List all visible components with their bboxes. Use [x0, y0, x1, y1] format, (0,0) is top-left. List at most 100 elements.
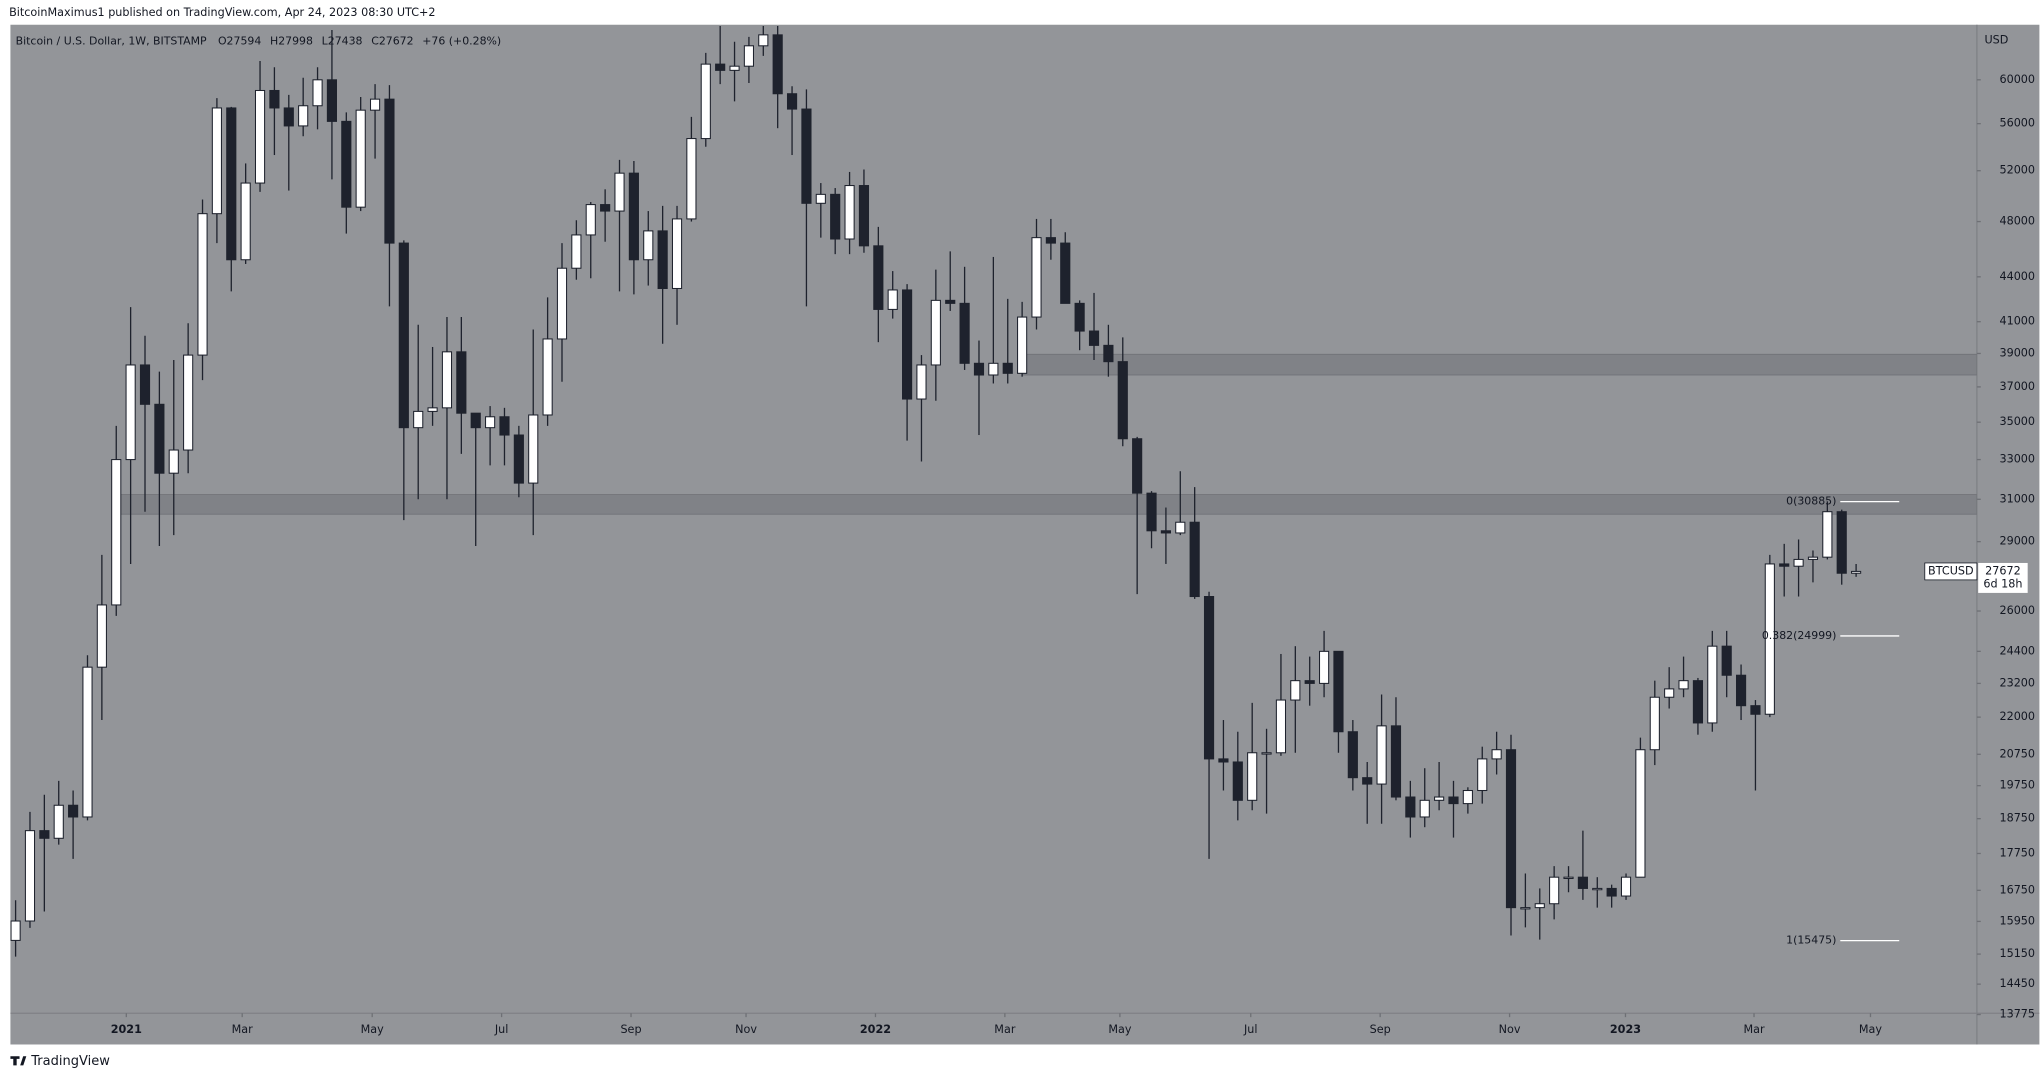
- candle-body: [1505, 749, 1517, 909]
- candle-body: [1606, 887, 1617, 897]
- candle-body: [729, 65, 740, 71]
- candle-body: [240, 182, 251, 261]
- y-tick-label: 15950: [1999, 914, 2035, 927]
- candle-body: [1247, 752, 1258, 801]
- candle-body: [1146, 492, 1157, 532]
- resistance-zone: [1021, 353, 1977, 376]
- candle-body: [1822, 511, 1833, 558]
- candle-body: [24, 830, 36, 922]
- candle-body: [1290, 680, 1301, 701]
- candle-body: [1088, 330, 1100, 346]
- x-tick-label: May: [361, 1023, 385, 1036]
- symbol-info: Bitcoin / U.S. Dollar, 1W, BITSTAMP O275…: [16, 35, 502, 48]
- candle-body: [1620, 876, 1632, 897]
- footer-logo: TradingView: [10, 1054, 110, 1069]
- candle-body: [671, 218, 683, 290]
- candle-body: [254, 89, 266, 184]
- candle-body: [786, 93, 798, 110]
- y-tick-label: 60000: [1999, 73, 2035, 86]
- candle-body: [528, 414, 539, 484]
- candle-body: [154, 403, 165, 474]
- y-tick-label: 15150: [1999, 947, 2035, 960]
- candle-body: [1750, 705, 1761, 715]
- candle-body: [571, 234, 582, 269]
- candle-body: [916, 364, 927, 400]
- y-tick-label: 41000: [1999, 315, 2035, 328]
- candle-body: [1577, 876, 1588, 889]
- fib-label: 0.382(24999): [1762, 629, 1837, 642]
- candle-body: [700, 63, 711, 140]
- candle-body: [1362, 777, 1373, 785]
- candle-body: [643, 230, 654, 261]
- ohlc-value: 27438: [328, 35, 363, 48]
- candle-body: [1160, 530, 1171, 534]
- candle-body: [1405, 796, 1416, 818]
- candle-body: [398, 242, 409, 429]
- candle-body: [125, 364, 136, 461]
- x-tick-label: 2021: [111, 1023, 142, 1036]
- candle-body: [1132, 438, 1143, 494]
- candle-body: [168, 449, 179, 474]
- candle-body: [456, 351, 467, 414]
- candle-body: [413, 410, 424, 429]
- x-tick-label: Sep: [1370, 1023, 1391, 1036]
- candle-body: [1592, 887, 1603, 891]
- resistance-zone: [116, 494, 1977, 515]
- x-tick-label: Nov: [1499, 1023, 1521, 1036]
- y-axis-label: USD: [1984, 33, 2008, 46]
- candle-body: [1175, 521, 1186, 534]
- candle-body: [111, 459, 122, 606]
- candle-body: [959, 302, 970, 364]
- candle-body: [844, 185, 855, 240]
- candle-body: [988, 362, 999, 376]
- candle-body: [715, 63, 726, 71]
- logo-icon: [10, 1056, 27, 1066]
- candle-body: [326, 79, 338, 122]
- candle-body: [1448, 796, 1459, 805]
- candle-body: [1491, 749, 1502, 760]
- x-tick-label: 2022: [860, 1023, 891, 1036]
- ohlc-value: 27998: [278, 35, 313, 48]
- y-tick-label: 48000: [1999, 215, 2035, 228]
- candle-body: [743, 45, 755, 67]
- candle-body: [1419, 799, 1430, 818]
- y-tick-label: 39000: [1999, 346, 2035, 359]
- y-tick-label: 56000: [1999, 117, 2035, 130]
- candle-body: [197, 213, 208, 356]
- candle-body: [1807, 556, 1819, 560]
- candle-body: [499, 416, 510, 436]
- candle-body: [139, 364, 151, 405]
- candle-body: [1764, 563, 1775, 715]
- candle-body: [183, 354, 194, 451]
- ohlc-letter: L: [322, 35, 329, 48]
- candle-body: [758, 34, 769, 47]
- candle-body: [53, 804, 64, 839]
- candle-body: [1563, 876, 1574, 880]
- candle-body: [39, 830, 50, 839]
- candle-body: [600, 204, 611, 212]
- candle-body: [542, 338, 553, 416]
- x-tick-label: May: [1108, 1023, 1132, 1036]
- candle-body: [1031, 237, 1042, 318]
- candle-body: [369, 98, 381, 111]
- candle-body: [1333, 650, 1344, 733]
- x-tick-label: Sep: [620, 1023, 641, 1036]
- candle-body: [902, 289, 913, 400]
- fib-label: 1(15475): [1786, 934, 1836, 947]
- candle-body: [283, 107, 294, 127]
- y-tick-label: 24400: [1999, 644, 2035, 657]
- x-tick-label: Nov: [735, 1023, 757, 1036]
- fib-label: 0(30885): [1786, 495, 1836, 508]
- x-tick-label: Mar: [232, 1023, 254, 1036]
- y-tick-label: 19750: [1999, 779, 2035, 792]
- y-tick-label: 18750: [1999, 812, 2035, 825]
- candle-body: [1462, 789, 1473, 805]
- candle-body: [1319, 650, 1330, 684]
- candle-body: [355, 109, 366, 208]
- candle-body: [1261, 752, 1272, 755]
- y-tick-label: 20750: [1999, 747, 2035, 760]
- candle-body: [96, 604, 107, 668]
- symbol-tag: [1924, 562, 1978, 581]
- candle-body: [614, 172, 625, 212]
